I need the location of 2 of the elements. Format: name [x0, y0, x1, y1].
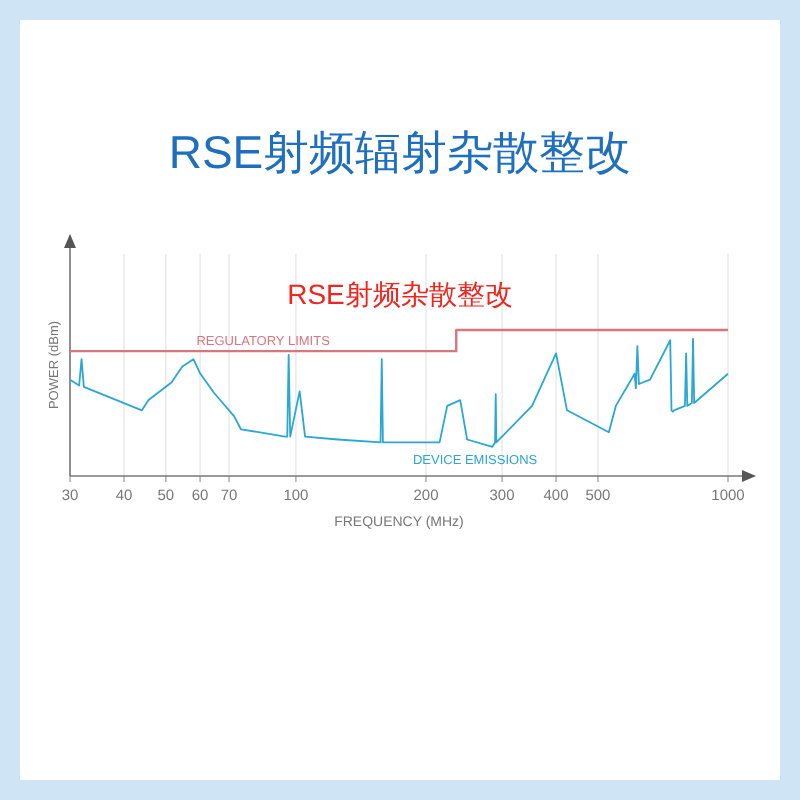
chart-title: RSE射频辐射杂散整改 — [168, 126, 632, 178]
chart-subtitle: RSE射频杂散整改 — [287, 278, 513, 310]
